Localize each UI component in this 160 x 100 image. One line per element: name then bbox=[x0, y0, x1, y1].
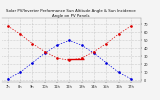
Title: Solar PV/Inverter Performance Sun Altitude Angle & Sun Incidence Angle on PV Pan: Solar PV/Inverter Performance Sun Altitu… bbox=[6, 9, 136, 18]
